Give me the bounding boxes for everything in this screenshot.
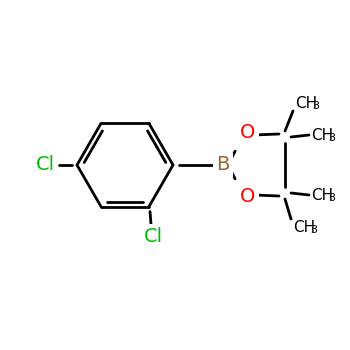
Text: 3: 3 bbox=[328, 193, 335, 203]
Text: 3: 3 bbox=[310, 225, 317, 235]
Text: CH: CH bbox=[311, 188, 333, 203]
Text: 3: 3 bbox=[312, 101, 319, 111]
Text: 3: 3 bbox=[328, 133, 335, 143]
Text: CH: CH bbox=[311, 127, 333, 142]
Text: O: O bbox=[240, 188, 256, 206]
Text: CH: CH bbox=[293, 219, 315, 234]
Text: B: B bbox=[216, 155, 230, 175]
Text: Cl: Cl bbox=[144, 227, 162, 246]
Text: Cl: Cl bbox=[35, 155, 55, 175]
Text: O: O bbox=[240, 124, 256, 142]
Text: CH: CH bbox=[295, 96, 317, 111]
